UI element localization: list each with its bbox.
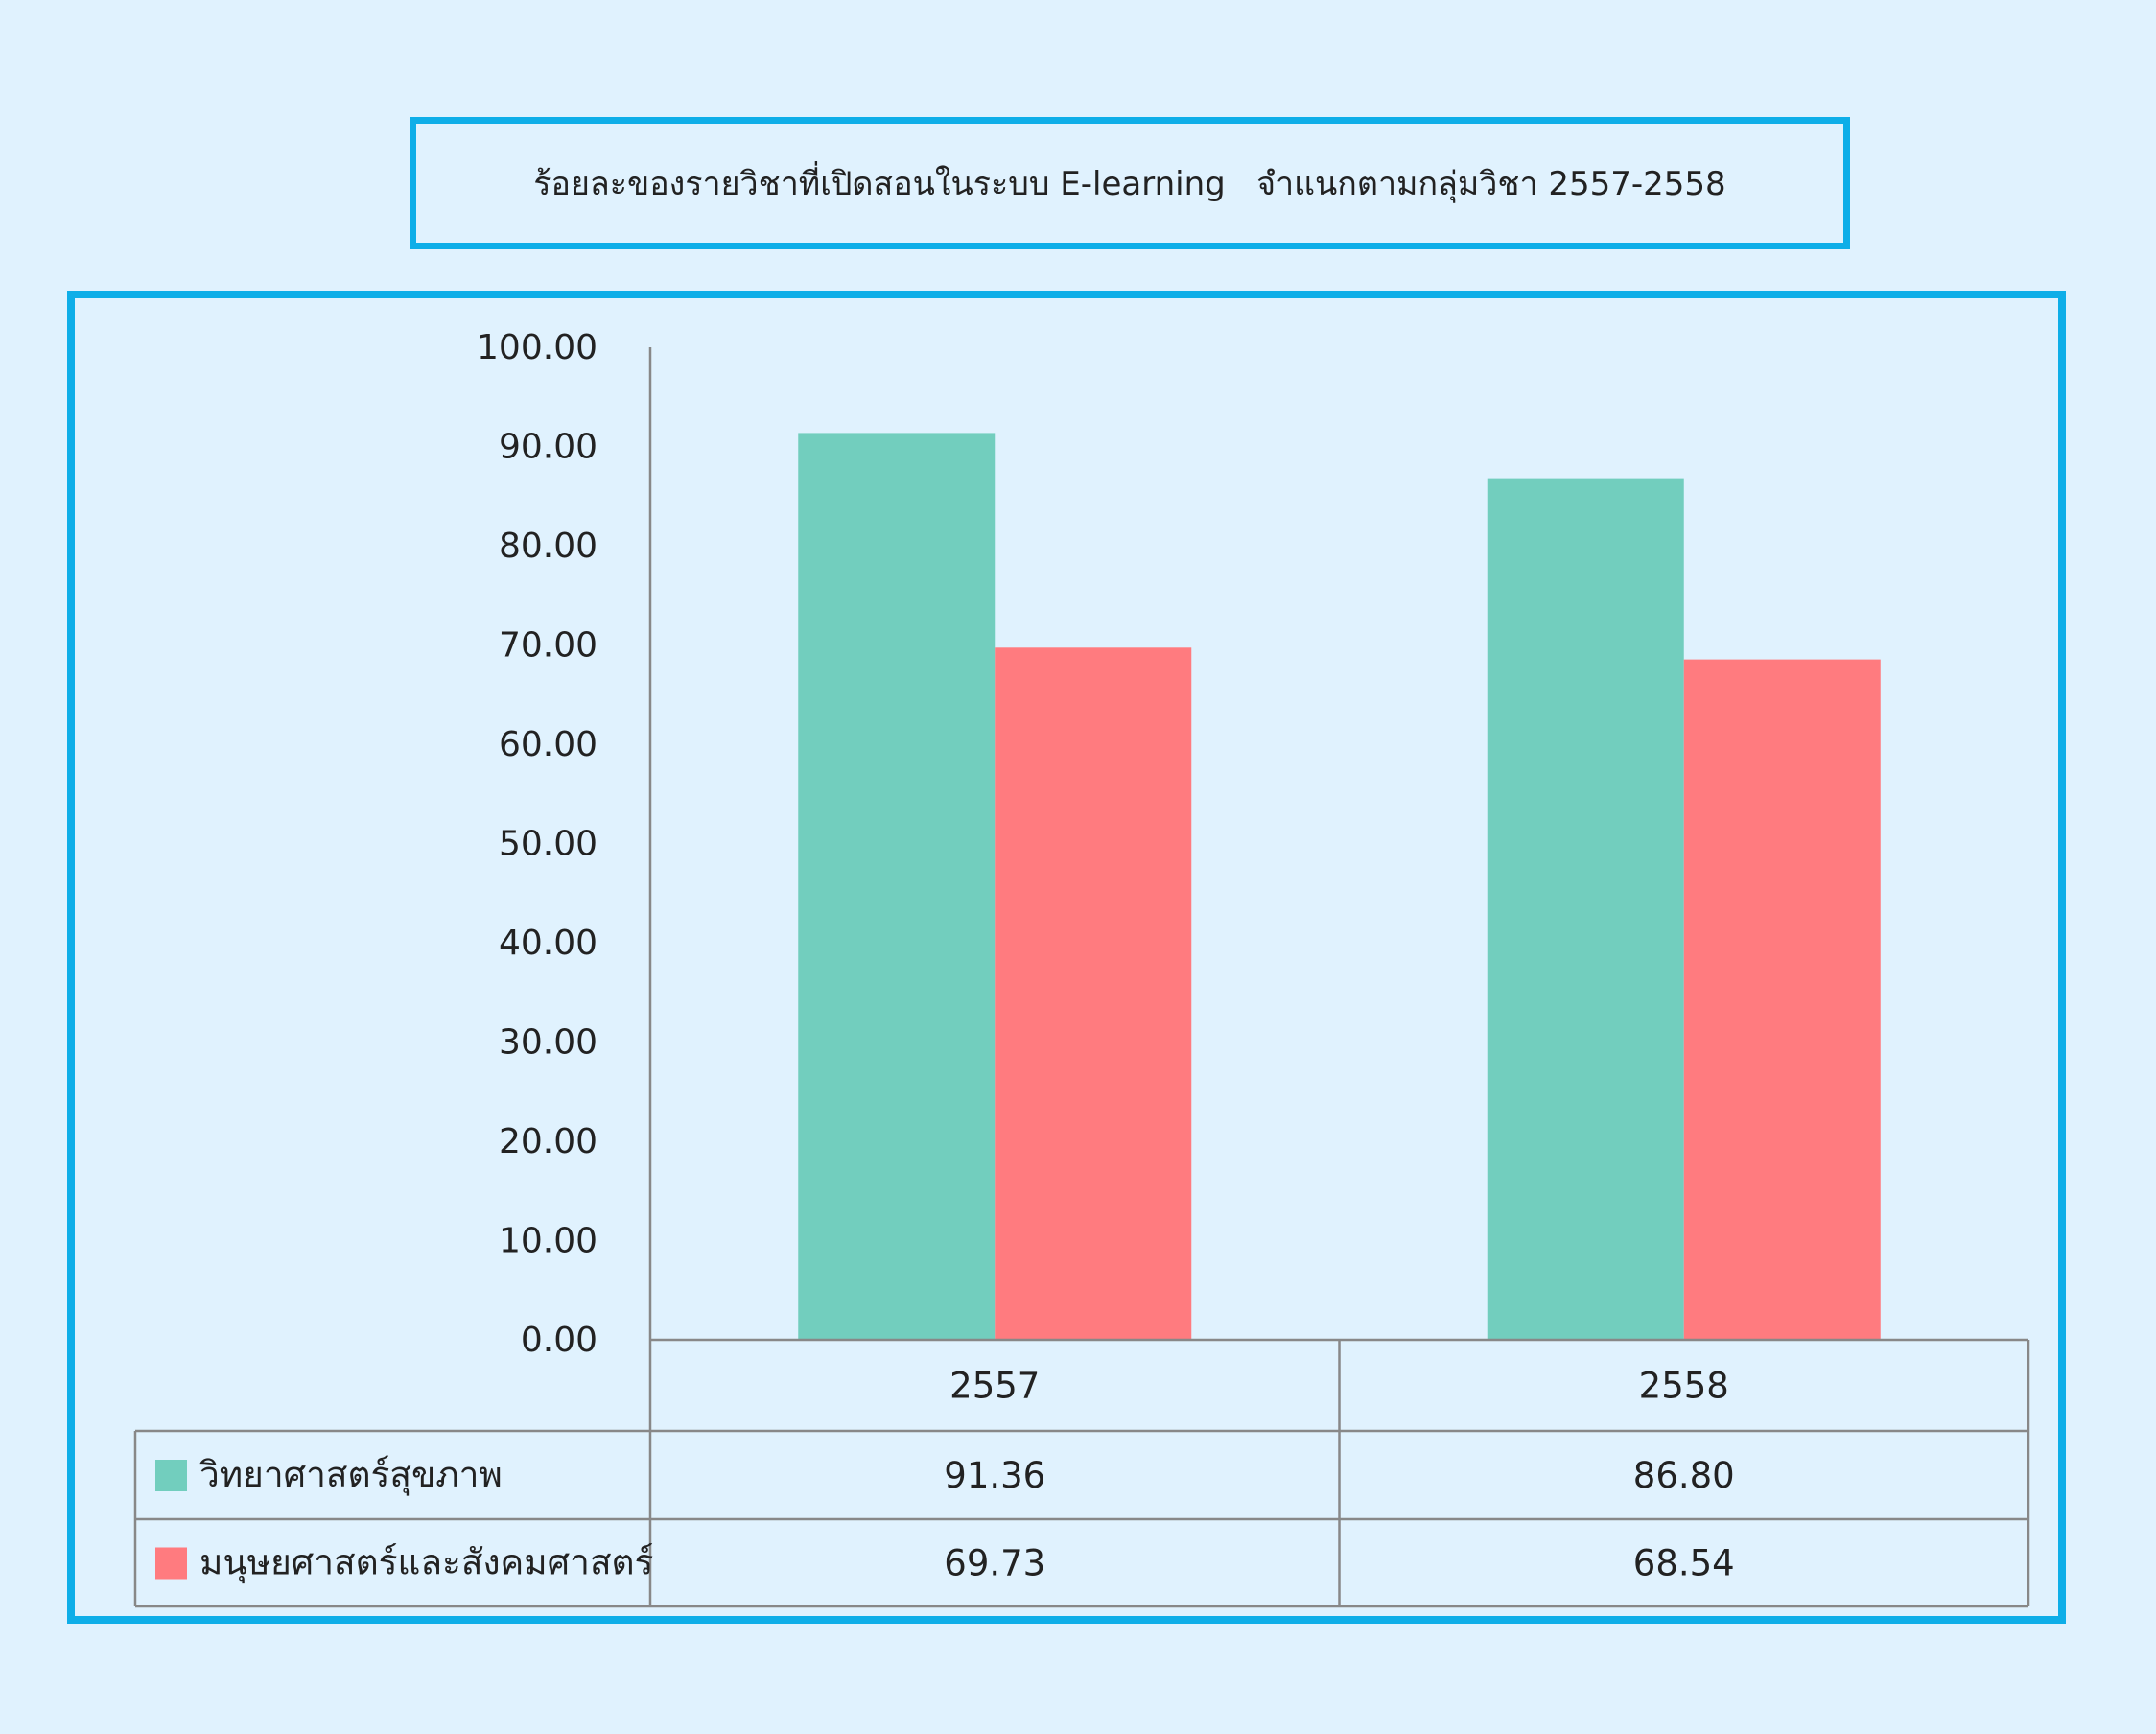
data-value-label: 91.36 <box>944 1455 1045 1496</box>
data-value-label: 86.80 <box>1633 1455 1735 1496</box>
y-tick-label: 0.00 <box>521 1321 598 1360</box>
y-tick-label: 10.00 <box>499 1222 598 1261</box>
y-tick-label: 70.00 <box>499 626 598 666</box>
legend-swatch <box>155 1547 187 1580</box>
legend-label: มนุษยศาสตร์และสังคมศาสตร์ <box>199 1542 653 1584</box>
bar <box>1683 659 1881 1340</box>
data-value-label: 68.54 <box>1633 1543 1735 1584</box>
y-tick-label: 60.00 <box>499 725 598 764</box>
bar <box>995 647 1192 1340</box>
y-tick-label: 20.00 <box>499 1122 598 1161</box>
category-label: 2558 <box>1639 1366 1729 1407</box>
y-tick-label: 90.00 <box>499 428 598 467</box>
bar <box>798 433 996 1340</box>
legend-label: วิทยาศาสตร์สุขภาพ <box>199 1454 503 1496</box>
chart-frame <box>67 291 2066 1624</box>
category-label: 2557 <box>949 1366 1040 1407</box>
data-value-label: 69.73 <box>944 1543 1045 1584</box>
y-tick-label: 40.00 <box>499 924 598 963</box>
legend-swatch <box>155 1460 187 1491</box>
chart-title: ร้อยละของรายวิชาที่เปิดสอนในระบบ E-learn… <box>410 117 1850 249</box>
y-tick-label: 30.00 <box>499 1023 598 1063</box>
bar <box>1487 478 1684 1340</box>
y-tick-label: 100.00 <box>477 328 598 367</box>
y-tick-label: 80.00 <box>499 527 598 566</box>
y-tick-label: 50.00 <box>499 825 598 864</box>
